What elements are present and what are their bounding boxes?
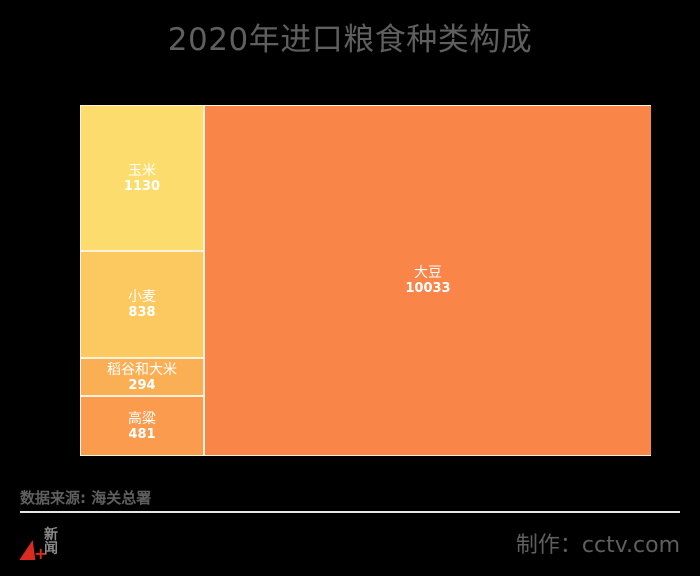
treemap-cell-sorghum: 高粱 481 <box>81 397 203 455</box>
data-source-note: 数据来源: 海关总署 <box>20 489 152 507</box>
logo-plus-icon: + <box>34 544 48 563</box>
cell-label: 大豆 <box>414 265 442 281</box>
treemap-cell-rice: 稻谷和大米 294 <box>81 359 203 395</box>
cell-value: 481 <box>128 426 156 442</box>
cell-label: 高粱 <box>128 410 156 427</box>
treemap-cell-wheat: 小麦 838 <box>81 252 203 357</box>
logo-char-top: 新 <box>44 527 58 543</box>
cell-value: 294 <box>128 377 156 393</box>
cell-value: 838 <box>128 305 156 320</box>
logo-char-bottom: 闻 <box>44 541 58 557</box>
treemap-cell-soybean: 大豆 10033 <box>205 106 651 455</box>
cell-value: 1130 <box>123 178 161 194</box>
cell-label: 稻谷和大米 <box>107 361 177 378</box>
treemap-cell-corn: 玉米 1130 <box>81 106 203 250</box>
chart-title: 2020年进口粮食种类构成 <box>167 22 533 58</box>
cell-label: 玉米 <box>128 162 156 179</box>
divider <box>20 511 680 513</box>
news-logo: + 新 闻 <box>19 528 70 566</box>
treemap-chart: 玉米 1130 小麦 838 稻谷和大米 294 高粱 481 大豆 10033 <box>80 105 651 456</box>
cell-value: 10033 <box>405 281 451 296</box>
credit-text: 制作：cctv.com <box>515 533 680 558</box>
cell-label: 小麦 <box>128 289 156 305</box>
logo-text: 新 闻 <box>44 528 60 556</box>
